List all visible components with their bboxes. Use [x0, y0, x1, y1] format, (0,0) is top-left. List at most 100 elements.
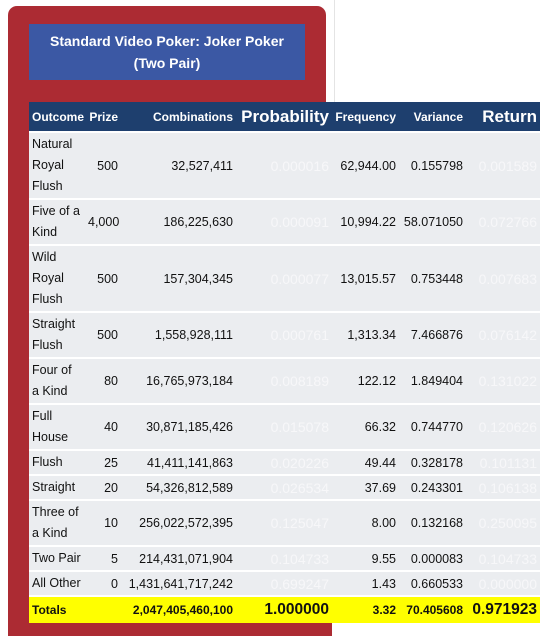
combinations-cell: 256,022,572,395 — [139, 516, 233, 530]
prize-cell: 500 — [97, 158, 118, 173]
combinations-cell: 157,304,345 — [163, 271, 233, 286]
return-cell: 0.000000 — [478, 575, 537, 592]
table-row: Natural Royal Flush 500 32,527,411 0.000… — [29, 133, 540, 198]
table-row: Straight 20 54,326,812,589 0.026534 37.6… — [29, 476, 540, 499]
prize-cell: 20 — [104, 480, 118, 495]
frequency-cell: 13,015.57 — [340, 271, 396, 286]
frame-bottom-strip — [29, 623, 540, 636]
totals-prize — [85, 597, 121, 623]
variance-cell: 0.660533 — [410, 576, 463, 591]
table-title-line1: Standard Video Poker: Joker Poker — [50, 33, 284, 49]
combinations-cell: 32,527,411 — [171, 158, 233, 173]
combinations-cell: 186,225,630 — [163, 215, 233, 229]
frequency-cell: 37.69 — [364, 480, 396, 495]
probability-cell: 0.125047 — [270, 515, 329, 531]
table-row: Flush 25 41,411,141,863 0.020226 49.44 0… — [29, 451, 540, 474]
header-probability: Probability — [241, 106, 329, 126]
table-row: Three of a Kind 10 256,022,572,395 0.125… — [29, 501, 540, 545]
variance-cell: 0.744770 — [410, 420, 463, 434]
combinations-cell: 1,558,928,111 — [154, 328, 233, 342]
return-cell: 0.007683 — [478, 270, 537, 287]
probability-cell: 0.000077 — [270, 270, 329, 287]
probability-cell: 0.104733 — [270, 550, 329, 567]
return-cell: 0.001589 — [478, 157, 537, 174]
variance-cell: 0.132168 — [410, 516, 463, 530]
header-variance: Variance — [413, 109, 463, 124]
totals-label: Totals — [32, 602, 67, 617]
return-cell: 0.131022 — [478, 373, 537, 389]
divider-line — [334, 0, 335, 102]
combinations-cell: 16,765,973,184 — [146, 374, 233, 388]
prize-cell: 4,000 — [88, 215, 120, 229]
probability-cell: 0.000091 — [270, 214, 329, 230]
frequency-cell: 66.32 — [364, 420, 396, 434]
table-row: Wild Royal Flush 500 157,304,345 0.00007… — [29, 246, 540, 311]
outcome-cell: Straight Flush — [32, 317, 76, 352]
combinations-cell: 30,871,185,426 — [146, 420, 233, 434]
return-cell: 0.101131 — [479, 454, 537, 471]
return-cell: 0.076142 — [478, 327, 537, 343]
totals-combinations: 2,047,405,460,100 — [132, 603, 233, 617]
table-row: Two Pair 5 214,431,071,904 0.104733 9.55… — [29, 547, 540, 570]
outcome-cell: Five of a Kind — [32, 204, 80, 239]
variance-cell: 7.466876 — [410, 328, 463, 342]
variance-cell: 58.071050 — [403, 215, 463, 229]
outcome-cell: Straight — [32, 480, 76, 494]
table-row: Four of a Kind 80 16,765,973,184 0.00818… — [29, 359, 540, 403]
table-row: Straight Flush 500 1,558,928,111 0.00076… — [29, 313, 540, 357]
totals-probability: 1.000000 — [264, 601, 329, 618]
totals-return: 0.971923 — [472, 601, 537, 618]
return-cell: 0.120626 — [478, 419, 537, 435]
prize-cell: 0 — [111, 576, 118, 591]
header-frequency: Frequency — [335, 109, 396, 124]
frequency-cell: 122.12 — [357, 374, 396, 388]
probability-cell: 0.000761 — [270, 327, 329, 343]
outcome-cell: Four of a Kind — [32, 363, 72, 398]
probability-cell: 0.015078 — [270, 419, 329, 435]
prize-cell: 10 — [104, 516, 118, 530]
probability-cell: 0.020226 — [270, 454, 329, 471]
probability-cell: 0.699247 — [270, 575, 329, 592]
prize-cell: 500 — [97, 328, 118, 342]
outcome-cell: Two Pair — [32, 551, 81, 565]
table-row: Five of a Kind 4,000 186,225,630 0.00009… — [29, 200, 540, 244]
header-outcome: Outcome — [32, 109, 85, 124]
header-row: Outcome Prize Combinations Probability F… — [29, 102, 540, 131]
totals-variance: 70.405608 — [406, 603, 463, 617]
header-prize: Prize — [89, 109, 118, 124]
return-cell: 0.106138 — [478, 479, 537, 496]
variance-cell: 0.328178 — [410, 455, 463, 470]
outcome-cell: All Other — [32, 576, 81, 590]
header-combinations: Combinations — [153, 109, 233, 124]
return-cell: 0.250095 — [478, 515, 537, 531]
frequency-cell: 9.55 — [371, 551, 396, 566]
variance-cell: 1.849404 — [410, 374, 463, 388]
outcome-cell: Wild Royal Flush — [32, 250, 64, 306]
prize-cell: 40 — [104, 420, 118, 434]
totals-row: Totals 2,047,405,460,100 1.000000 3.32 7… — [29, 597, 540, 623]
return-cell: 0.104733 — [478, 550, 537, 567]
variance-cell: 0.000083 — [410, 551, 463, 566]
header-return: Return — [482, 106, 537, 126]
prize-cell: 500 — [97, 271, 118, 286]
frequency-cell: 1,313.34 — [347, 328, 396, 342]
prize-cell: 80 — [104, 374, 118, 388]
table-row: Full House 40 30,871,185,426 0.015078 66… — [29, 405, 540, 449]
outcome-cell: Three of a Kind — [32, 505, 79, 540]
combinations-cell: 41,411,141,863 — [147, 455, 233, 470]
outcome-cell: Flush — [32, 455, 63, 469]
totals-frequency: 3.32 — [372, 603, 396, 617]
frequency-cell: 1.43 — [371, 576, 396, 591]
outcome-cell: Full House — [32, 409, 69, 444]
return-cell: 0.072766 — [478, 214, 537, 230]
table-frame — [8, 6, 326, 636]
table-title-line2: (Two Pair) — [133, 55, 201, 71]
frequency-cell: 49.44 — [364, 455, 396, 470]
variance-cell: 0.155798 — [410, 158, 463, 173]
frequency-cell: 62,944.00 — [340, 158, 396, 173]
frequency-cell: 10,994.22 — [340, 215, 396, 229]
variance-cell: 0.753448 — [410, 271, 463, 286]
variance-cell: 0.243301 — [410, 480, 463, 495]
paytable: Outcome Prize Combinations Probability F… — [29, 102, 540, 636]
frequency-cell: 8.00 — [371, 516, 396, 530]
